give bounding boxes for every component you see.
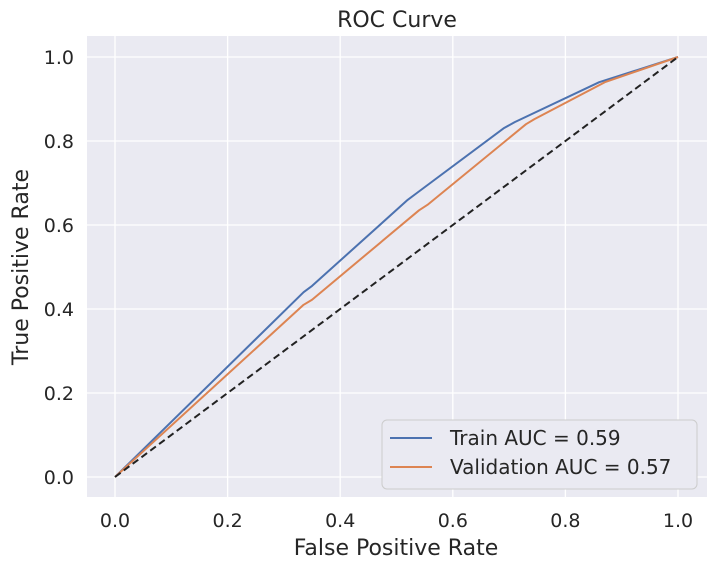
y-tick-label: 0.0 bbox=[44, 467, 74, 489]
series-lines bbox=[114, 56, 679, 478]
y-tick-labels: 0.0 0.2 0.4 0.6 0.8 1.0 bbox=[44, 47, 74, 489]
chance-diagonal-line bbox=[114, 56, 679, 478]
x-tick-label: 0.4 bbox=[325, 510, 355, 532]
x-tick-label: 0.8 bbox=[550, 510, 580, 532]
grid-lines bbox=[87, 36, 707, 497]
validation-roc-line bbox=[114, 56, 679, 478]
x-tick-label: 0.2 bbox=[212, 510, 242, 532]
y-tick-label: 0.8 bbox=[44, 131, 74, 153]
legend-label-validation: Validation AUC = 0.57 bbox=[450, 455, 671, 479]
legend-box bbox=[381, 419, 698, 490]
legend: Train AUC = 0.59 Validation AUC = 0.57 bbox=[381, 419, 698, 490]
x-tick-label: 1.0 bbox=[663, 510, 693, 532]
x-tick-labels: 0.0 0.2 0.4 0.6 0.8 1.0 bbox=[100, 510, 693, 532]
chart-title: ROC Curve bbox=[337, 8, 457, 33]
y-tick-label: 0.2 bbox=[44, 383, 74, 405]
x-tick-label: 0.6 bbox=[438, 510, 468, 532]
y-axis-label: True Positive Rate bbox=[9, 169, 34, 366]
y-tick-label: 0.6 bbox=[44, 215, 74, 237]
x-tick-label: 0.0 bbox=[100, 510, 130, 532]
y-tick-label: 1.0 bbox=[44, 47, 74, 69]
legend-label-train: Train AUC = 0.59 bbox=[449, 426, 621, 450]
train-roc-line bbox=[114, 56, 679, 478]
x-axis-label: False Positive Rate bbox=[294, 536, 498, 561]
y-tick-label: 0.4 bbox=[44, 299, 74, 321]
